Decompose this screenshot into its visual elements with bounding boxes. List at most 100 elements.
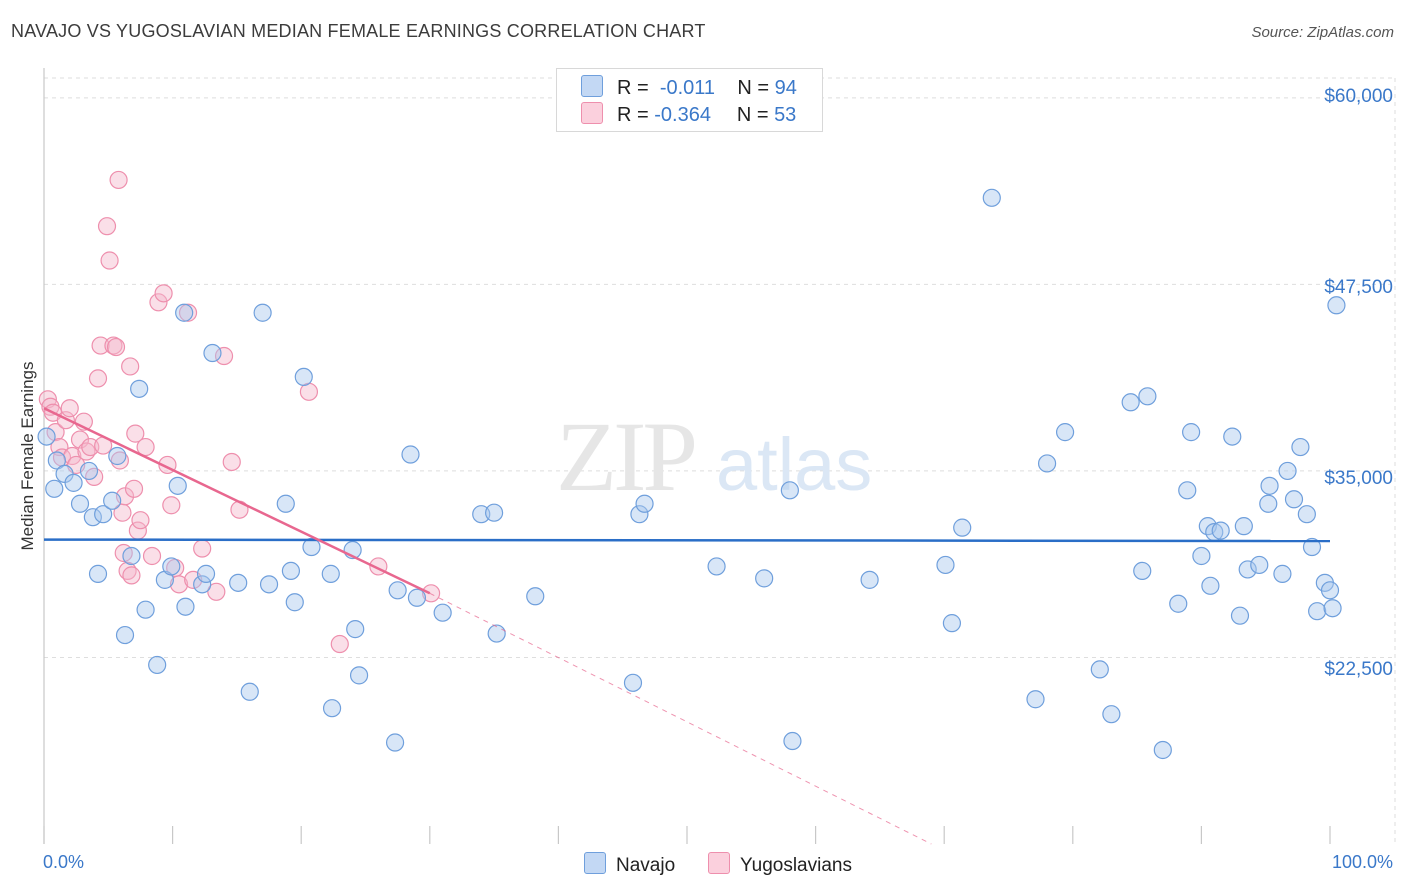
- yugoslavians-point: [109, 170, 128, 190]
- navajo-point: [982, 188, 1001, 207]
- navajo-point: [1260, 476, 1279, 495]
- navajo-point: [1090, 660, 1109, 679]
- chart-title: NAVAJO VS YUGOSLAVIAN MEDIAN FEMALE EARN…: [11, 21, 706, 41]
- navajo-point: [294, 367, 313, 387]
- legend-n-label: N =: [736, 104, 769, 126]
- y-tick-label-60000: $60,000: [1324, 86, 1393, 107]
- source-label: Source: ZipAtlas.com: [1251, 24, 1394, 41]
- navajo-point: [1302, 537, 1322, 557]
- navajo-point: [1278, 461, 1297, 481]
- navajo-point: [1201, 576, 1220, 595]
- legend-row-navajo: R = -0.011 N = 94: [581, 75, 797, 99]
- navajo-point: [1291, 437, 1310, 457]
- navajo-point: [130, 379, 149, 398]
- x-tick-label-min: 0.0%: [43, 852, 85, 872]
- yugoslavians-point: [142, 546, 162, 566]
- navajo-point: [281, 561, 301, 581]
- yugoslavians-point: [214, 346, 234, 366]
- navajo-point: [37, 427, 56, 446]
- navajo-point: [276, 494, 295, 513]
- yugoslavians-point: [122, 566, 141, 585]
- legend-r-label: R =: [617, 104, 649, 126]
- navajo-point: [1238, 560, 1257, 579]
- navajo-point: [860, 570, 879, 589]
- yugoslavians-point: [126, 424, 145, 443]
- yugoslavians-point: [421, 584, 441, 603]
- navajo-point: [1327, 296, 1346, 315]
- navajo-points: [37, 188, 1346, 760]
- yugoslavians-point: [178, 303, 198, 322]
- legend: R = -0.011 N = 94 R = -0.364 N = 53: [556, 68, 823, 132]
- y-tick-label-47500: $47,500: [1324, 277, 1393, 298]
- navajo-point: [385, 733, 405, 752]
- yugoslavians-point: [131, 511, 150, 530]
- navajo-point: [346, 620, 365, 639]
- navajo-point: [783, 731, 802, 751]
- navajo-point: [780, 481, 799, 500]
- yugoslavians-point: [60, 399, 79, 418]
- yugoslavians-swatch: [708, 852, 730, 874]
- navajo-point: [88, 564, 108, 583]
- navajo-point: [1211, 521, 1230, 540]
- navajo-point: [253, 303, 272, 322]
- navajo-point: [1169, 594, 1188, 613]
- navajo-point: [1284, 490, 1304, 509]
- navajo-point: [1308, 602, 1327, 621]
- navajo-point: [70, 494, 90, 513]
- watermark-zip: ZIP: [556, 401, 694, 512]
- navajo-point: [485, 503, 504, 522]
- yugoslavians-point: [136, 437, 155, 457]
- yugoslavians-point: [85, 467, 104, 486]
- bottom-legend-yugoslavians-label: Yugoslavians: [740, 855, 852, 876]
- navajo-point: [321, 564, 340, 583]
- trend-lines: [43, 407, 1331, 845]
- navajo-point: [79, 461, 99, 481]
- navajo-point: [1230, 606, 1250, 625]
- navajo-point: [707, 557, 726, 576]
- yugoslavians-point: [50, 437, 69, 457]
- y-tick-label-35000: $35,000: [1324, 468, 1393, 489]
- navajo-point: [487, 624, 506, 643]
- navajo-point: [103, 491, 122, 510]
- yugoslavians-point: [330, 634, 349, 654]
- yugoslavians-point: [46, 423, 65, 442]
- navajo-point: [122, 546, 141, 566]
- navajo-trend-line: [43, 538, 1331, 543]
- navajo-point: [1153, 740, 1172, 760]
- yugoslavians-point: [121, 357, 140, 376]
- y-axis-label: Median Female Earnings: [18, 361, 37, 551]
- navajo-swatch: [584, 852, 606, 874]
- navajo-point: [433, 603, 452, 622]
- yugoslavians-point: [106, 337, 126, 357]
- navajo-point: [94, 505, 113, 524]
- yugoslavians-point: [169, 575, 189, 594]
- navajo-point: [630, 505, 649, 524]
- navajo-point: [401, 445, 420, 464]
- navajo-point: [623, 673, 643, 692]
- legend-r-value: -0.011: [659, 77, 716, 99]
- navajo-point: [203, 343, 222, 363]
- navajo-point: [755, 569, 774, 588]
- axes: [43, 68, 1331, 844]
- navajo-point: [240, 682, 259, 701]
- navajo-point: [47, 451, 66, 470]
- navajo-point: [1055, 423, 1075, 442]
- yugoslavians-point: [193, 539, 212, 558]
- legend-n-label: N =: [737, 77, 770, 99]
- yugoslavians-point: [222, 452, 241, 472]
- navajo-point: [175, 303, 194, 322]
- navajo-point: [45, 479, 64, 498]
- navajo-point: [1138, 387, 1157, 406]
- navajo-point: [196, 564, 216, 583]
- navajo-point: [168, 476, 187, 495]
- navajo-point: [136, 600, 155, 619]
- yugoslavians-point: [154, 284, 173, 303]
- navajo-point: [349, 666, 369, 685]
- navajo-point: [1102, 705, 1121, 724]
- bottom-legend-navajo-label: Navajo: [616, 855, 676, 876]
- navajo-swatch: [581, 75, 603, 97]
- navajo-point: [1037, 454, 1057, 473]
- yugoslavians-point: [207, 582, 226, 601]
- legend-n-value: 94: [774, 77, 797, 99]
- navajo-point: [1320, 581, 1340, 600]
